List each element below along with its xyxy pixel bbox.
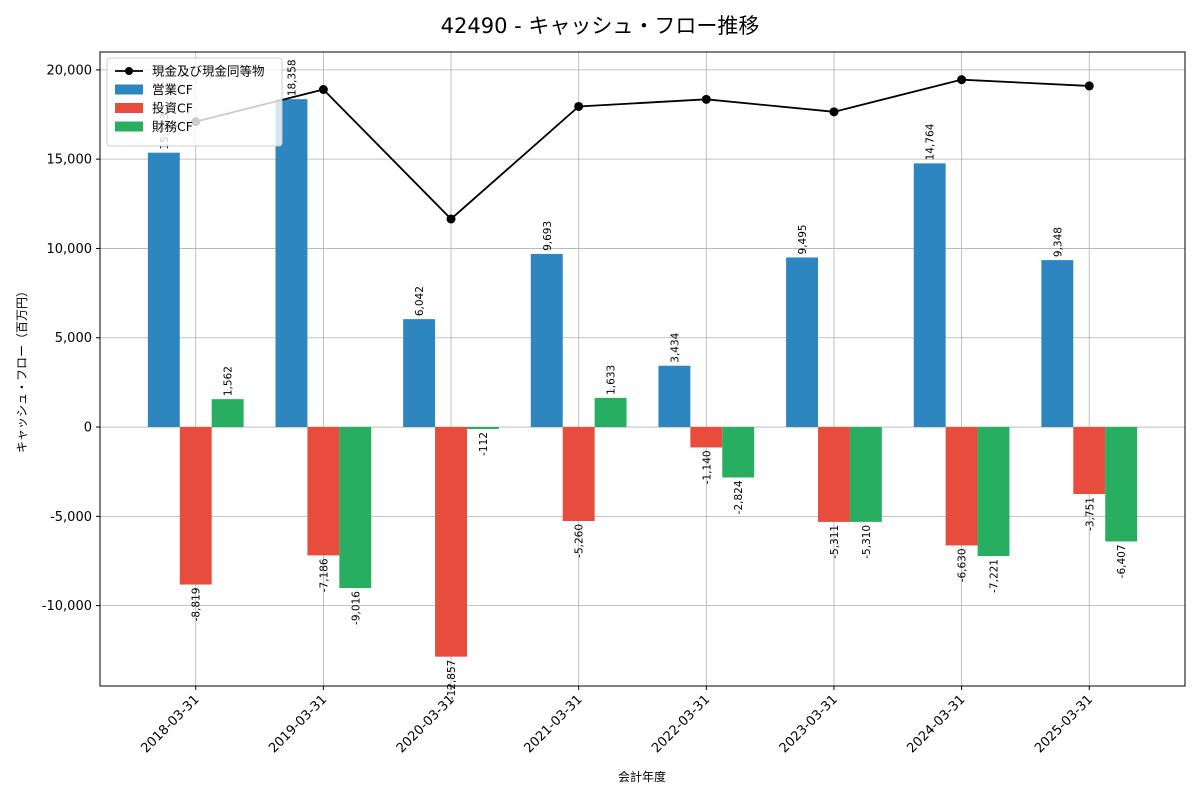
y-tick-label: -10,000 [42,599,92,614]
legend-box [106,57,283,147]
legend-label: 財務CF [152,119,193,134]
y-axis: -10,000 -5,000 0 5,000 10,000 15,000 20,000 [42,63,100,614]
bar-value-label: -5,260 [574,524,586,558]
bar-financing [722,427,755,478]
bar-value-label: -9,016 [350,591,362,625]
legend-label: 営業CF [152,82,193,97]
cash-line-point [318,85,328,95]
bar-investing [307,427,340,556]
bar-operating [275,99,308,428]
y-tick-label: 0 [84,421,92,436]
chart-title: 42490 - キャッシュ・フロー推移 [441,14,760,38]
y-tick-label: 20,000 [47,63,93,78]
cash-line-point [829,107,839,117]
cash-line-point [701,94,711,104]
x-axis: 2018-03-31 2019-03-31 2020-03-31 2021-03-31… [139,686,1096,756]
bar-financing [849,427,882,522]
bar-operating [913,163,946,428]
bar-value-label: -1,140 [701,450,713,484]
y-tick-label: 5,000 [55,331,92,346]
bar-value-label: 9,693 [542,221,554,251]
plot-frame [99,51,1186,687]
legend-label: 投資CF [152,101,193,116]
bar-value-label: -112 [478,432,490,456]
bar-operating [786,257,819,428]
x-tick-label: 2021-03-31 [521,692,585,756]
bar-operating [530,253,563,428]
y-tick-label: 15,000 [47,153,93,168]
cash-line-path [195,78,1090,221]
bar-investing [1073,427,1106,495]
bar-value-label: -5,311 [829,525,841,559]
x-axis-title: 会計年度 [618,769,666,784]
bar-value-label: -7,186 [318,558,330,592]
bar-value-label: -2,824 [733,480,745,514]
bar-value-label: 14,764 [925,123,937,160]
x-tick-label: 2022-03-31 [649,692,713,756]
bar-value-label: -8,819 [191,588,203,622]
bar-financing [977,427,1010,557]
y-tick-label: -5,000 [50,510,92,525]
bar-investing [179,427,212,585]
bars [147,99,1138,657]
bar-value-label: 9,495 [797,224,809,254]
bar-value-label: -6,407 [1116,544,1128,578]
bar-labels: 15,36318,3586,0429,6933,4349,49514,7649,… [159,59,1128,700]
bar-operating [147,152,180,428]
bar-value-label: 9,348 [1052,227,1064,257]
bar-value-label: 1,562 [223,366,235,396]
legend-label: 現金及び現金同等物 [152,64,265,79]
x-tick-label: 2018-03-31 [139,692,203,756]
y-tick-label: 10,000 [47,242,93,257]
cash-line-point [574,101,584,111]
x-tick-label: 2024-03-31 [904,692,968,756]
legend-marker [125,67,133,75]
bar-value-label: 3,434 [669,332,681,362]
x-tick-label: 2019-03-31 [266,692,330,756]
bar-value-label: -5,310 [861,525,873,559]
y-axis-title: キャッシュ・フロー（百万円） [15,285,29,453]
bar-investing [562,427,595,521]
bar-financing [1105,427,1138,542]
bar-investing [435,427,467,657]
bar-financing [339,427,372,589]
bar-investing [690,427,723,448]
bar-value-label: 18,358 [286,59,298,96]
legend-swatch [115,121,143,132]
bar-value-label: -6,630 [957,548,969,582]
bar-operating [658,365,691,428]
cash-line-point [446,214,456,224]
bar-value-label: -3,751 [1084,497,1096,531]
bar-value-label: -7,221 [989,559,1001,593]
bar-value-label: 6,042 [414,286,426,316]
bar-investing [818,427,850,522]
cash-line-point [1084,81,1094,91]
bar-operating [403,319,436,428]
bar-financing [466,427,499,430]
cash-line [191,75,1094,224]
bar-operating [1041,260,1074,428]
bar-value-label: -12,857 [446,660,458,701]
x-tick-label: 2025-03-31 [1032,692,1096,756]
x-tick-label: 2023-03-31 [777,692,841,756]
bar-financing [594,397,627,428]
legend-swatch [115,103,143,113]
bar-financing [211,399,244,428]
legend-swatch [115,84,143,95]
bar-investing [945,427,978,546]
bar-value-label: 1,633 [606,365,618,395]
x-tick-label: 2020-03-31 [394,692,458,756]
gridlines [100,52,1185,686]
cash-line-point [957,75,967,85]
